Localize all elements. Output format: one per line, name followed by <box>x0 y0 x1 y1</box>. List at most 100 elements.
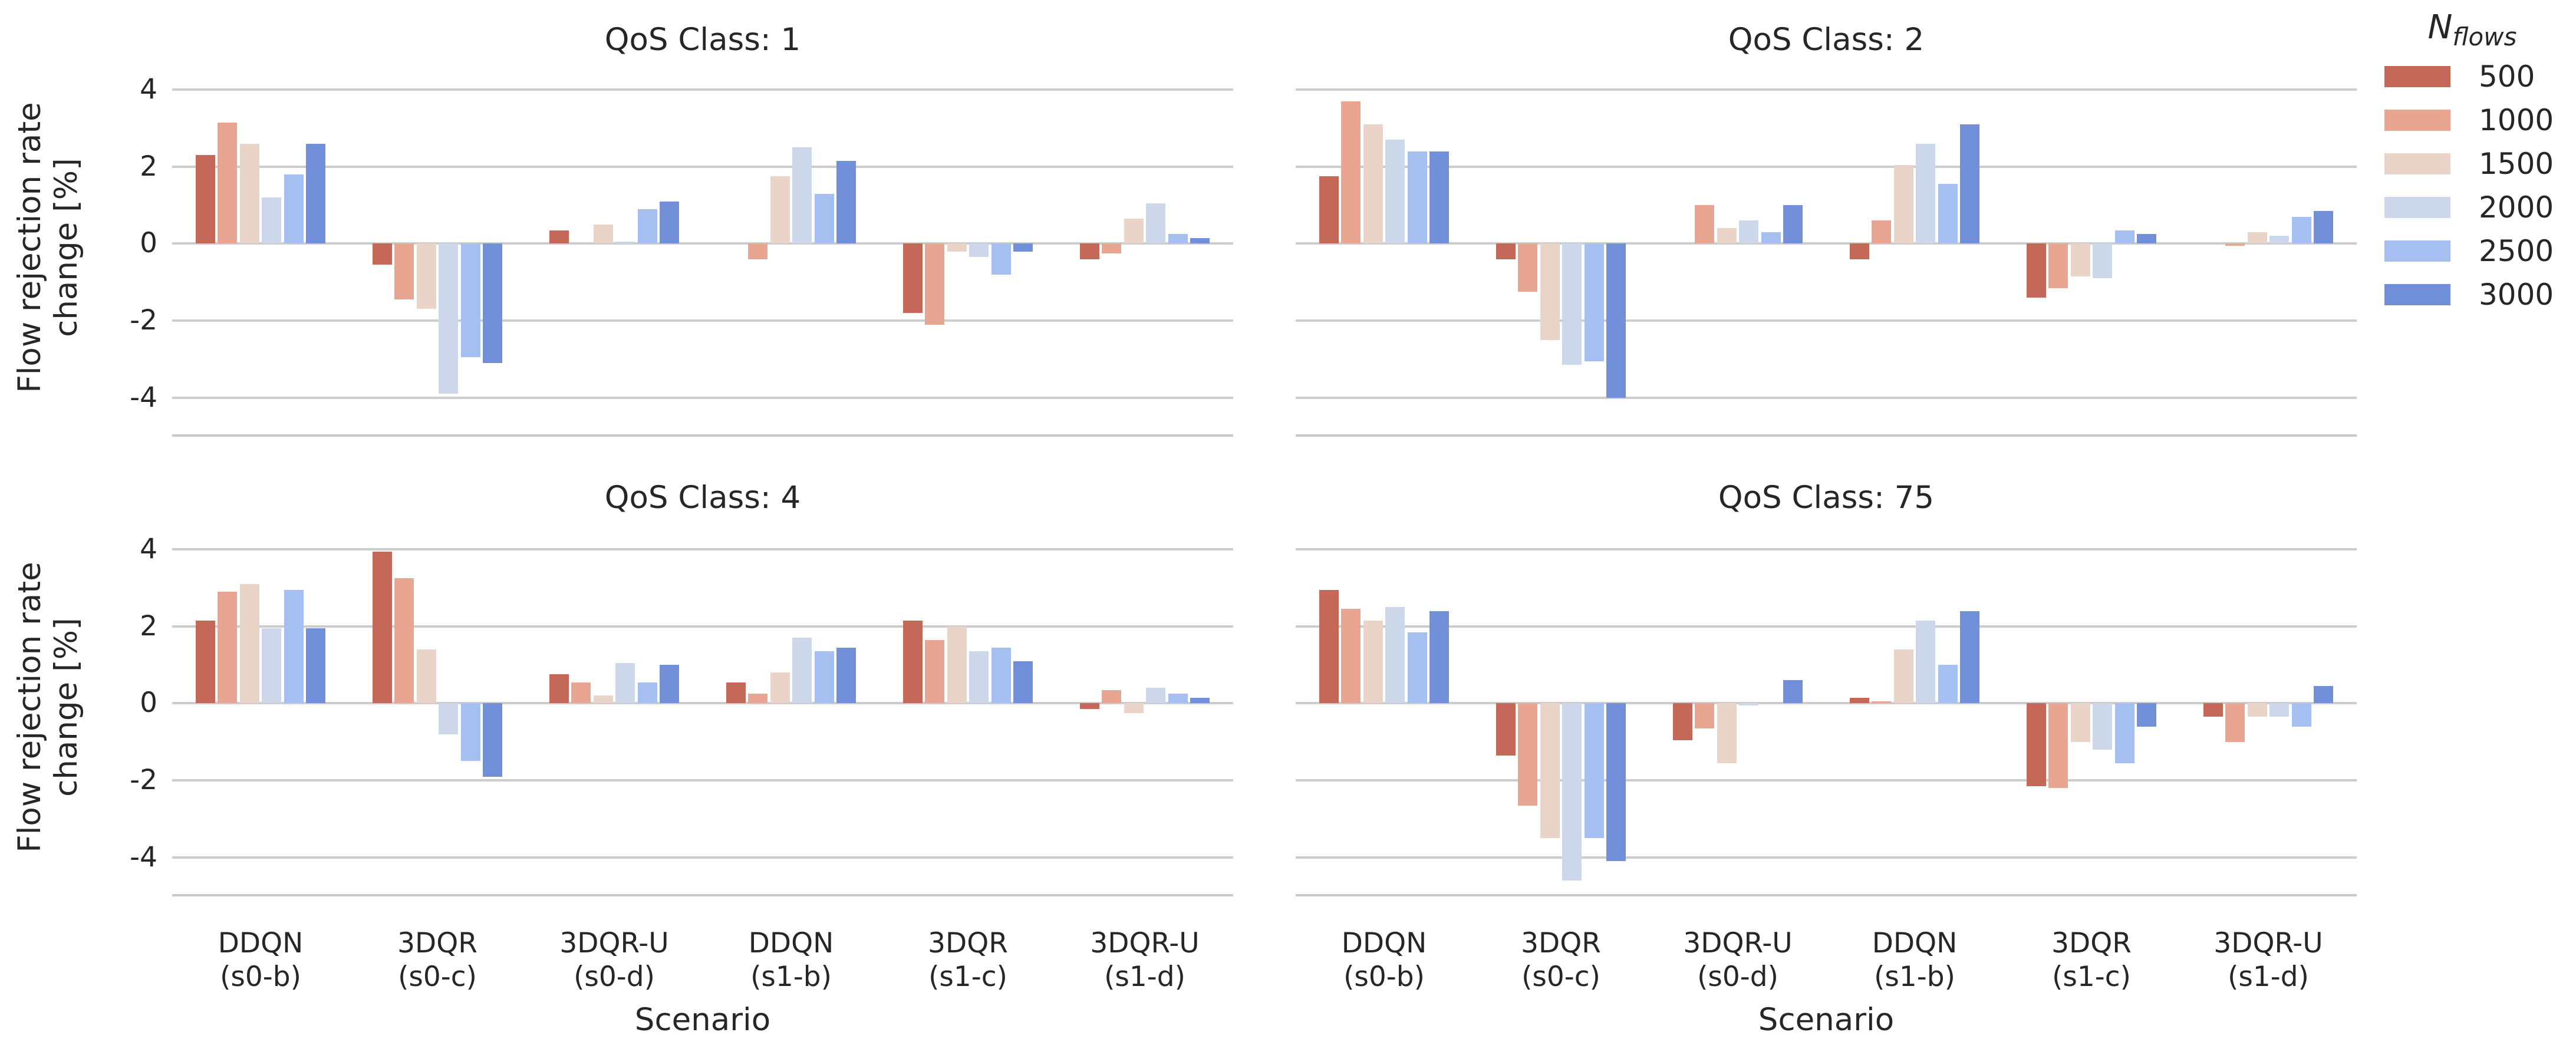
bar-3000-3dqr-u-s1-d <box>1190 697 1210 704</box>
gridline-y4 <box>172 548 1233 551</box>
y-tick-label: -2 <box>130 764 157 797</box>
bar-2000-3dqr-s1-c <box>2093 703 2113 750</box>
bar-500-ddqn-s1-b <box>1849 243 1869 259</box>
gridline-y4 <box>1296 88 2357 91</box>
bar-3000-ddqn-s1-b <box>836 647 857 704</box>
bar-2000-3dqr-u-s1-d <box>2269 236 2290 244</box>
gridline-y0 <box>172 702 1233 705</box>
bar-500-3dqr-s0-c <box>372 551 392 704</box>
bar-1500-3dqr-s0-c <box>1540 703 1560 839</box>
bar-2000-3dqr-s1-c <box>969 651 989 704</box>
y-tick-label: -4 <box>130 840 157 873</box>
legend-label-500: 500 <box>2479 60 2535 94</box>
bar-1500-3dqr-u-s1-d <box>1124 219 1144 244</box>
chart-panel-qos2 <box>1296 59 2357 437</box>
gridline-y-4 <box>172 856 1233 859</box>
bar-1000-ddqn-s1-b <box>1872 701 1892 704</box>
x-tick-label-s1-b: DDQN (s1-b) <box>748 927 834 993</box>
legend-title: Nflows <box>2427 8 2517 52</box>
legend-swatch-1500 <box>2384 153 2450 174</box>
bar-2000-3dqr-u-s0-d <box>1739 703 1759 705</box>
gridline-y2 <box>172 625 1233 628</box>
y-tick-label: 0 <box>140 227 157 260</box>
legend-label-2500: 2500 <box>2479 234 2554 268</box>
gridline-y-4 <box>1296 856 2357 859</box>
bar-3000-3dqr-u-s1-d <box>2314 686 2334 704</box>
bar-3000-ddqn-s1-b <box>836 161 857 244</box>
bar-2000-3dqr-u-s0-d <box>615 242 635 244</box>
axis-bottom-spine <box>1296 894 2357 896</box>
bar-2500-3dqr-s1-c <box>2114 703 2134 763</box>
x-tick-label-s0-c: 3DQR (s0-c) <box>1521 927 1601 993</box>
bar-2500-3dqr-s0-c <box>460 703 480 761</box>
bar-2500-ddqn-s1-b <box>814 651 834 704</box>
x-tick-label-s0-c: 3DQR (s0-c) <box>397 927 477 993</box>
bar-2000-3dqr-u-s1-d <box>1146 688 1166 704</box>
bar-1500-3dqr-u-s0-d <box>1717 228 1737 244</box>
gridline-y-2 <box>172 319 1233 322</box>
bar-2500-3dqr-u-s1-d <box>1168 694 1188 704</box>
gridline-y-4 <box>172 396 1233 399</box>
bar-3000-3dqr-u-s1-d <box>1190 238 1210 244</box>
bar-2500-3dqr-s1-c <box>991 243 1011 275</box>
x-tick-label-s0-b: DDQN (s0-b) <box>1341 927 1427 993</box>
bar-1000-3dqr-s0-c <box>394 578 414 704</box>
bar-1000-ddqn-s0-b <box>1341 101 1361 244</box>
bar-500-3dqr-s1-c <box>2026 243 2046 298</box>
bar-500-3dqr-u-s0-d <box>549 230 569 244</box>
legend-swatch-2000 <box>2384 197 2450 218</box>
y-tick-label: -4 <box>130 381 157 414</box>
gridline-y2 <box>172 165 1233 168</box>
x-tick-label-s1-c: 3DQR (s1-c) <box>928 927 1008 993</box>
bar-500-ddqn-s0-b <box>1319 589 1339 704</box>
bar-2500-3dqr-u-s1-d <box>1168 234 1188 244</box>
bar-1500-3dqr-u-s1-d <box>2247 703 2267 717</box>
bar-3000-ddqn-s0-b <box>1429 151 1450 244</box>
bar-3000-3dqr-s1-c <box>2137 703 2157 727</box>
bar-1500-3dqr-u-s0-d <box>593 224 613 244</box>
bar-1500-3dqr-s0-c <box>1540 243 1560 340</box>
bar-3000-ddqn-s0-b <box>306 143 326 244</box>
bar-1000-3dqr-u-s1-d <box>1102 690 1122 704</box>
axis-bottom-spine <box>172 894 1233 896</box>
bar-2000-3dqr-s0-c <box>1562 243 1582 365</box>
x-tick-label-s0-b: DDQN (s0-b) <box>218 927 304 993</box>
y-tick-label: 4 <box>140 73 157 106</box>
bar-500-3dqr-u-s1-d <box>1079 703 1099 710</box>
bar-1000-3dqr-s0-c <box>1518 243 1538 292</box>
chart-panel-qos4: 4 2 0 -2 -4 DDQN (s0-b) 3DQR (s0-c) 3DQR-U (s0-… <box>130 519 1233 993</box>
legend-swatch-3000 <box>2384 284 2450 305</box>
bar-2000-ddqn-s0-b <box>262 628 282 704</box>
bar-1000-3dqr-s1-c <box>2048 703 2068 789</box>
bar-500-3dqr-s1-c <box>902 243 923 314</box>
x-tick-label-s1-b: DDQN (s1-b) <box>1872 927 1958 993</box>
y-tick-label: 2 <box>140 150 157 183</box>
bar-1000-3dqr-u-s0-d <box>571 682 591 704</box>
gridline-y-2 <box>1296 319 2357 322</box>
bar-2500-3dqr-u-s1-d <box>2291 703 2311 727</box>
chart-panel-qos1: 4 2 0 -2 -4 <box>130 59 1233 437</box>
bar-1000-3dqr-u-s0-d <box>1695 205 1715 244</box>
axis-bottom-spine <box>1296 434 2357 437</box>
panel-title-qos75: QoS Class: 75 <box>1718 480 1935 516</box>
bar-2500-3dqr-s0-c <box>460 243 480 358</box>
bar-2000-ddqn-s0-b <box>262 197 282 244</box>
bar-1500-ddqn-s1-b <box>770 672 790 704</box>
bar-500-3dqr-u-s0-d <box>1672 703 1692 740</box>
bar-2500-ddqn-s0-b <box>284 589 304 704</box>
legend-label-1000: 1000 <box>2479 103 2554 137</box>
bar-1500-ddqn-s0-b <box>239 584 259 704</box>
bar-1000-ddqn-s0-b <box>218 592 238 704</box>
bar-1000-ddqn-s1-b <box>1872 220 1892 244</box>
bar-1500-3dqr-s1-c <box>2070 243 2090 276</box>
bar-2500-3dqr-s0-c <box>1584 243 1604 361</box>
bar-2500-ddqn-s1-b <box>814 193 834 244</box>
legend-label-2000: 2000 <box>2479 190 2554 225</box>
x-tick-label-s1-c: 3DQR (s1-c) <box>2051 927 2132 993</box>
bar-2000-ddqn-s0-b <box>1385 607 1405 704</box>
bar-2000-3dqr-u-s0-d <box>1739 220 1759 244</box>
bar-1500-3dqr-u-s1-d <box>2247 232 2267 244</box>
bar-1500-3dqr-s1-c <box>947 243 967 252</box>
bar-3000-ddqn-s1-b <box>1960 124 1980 244</box>
